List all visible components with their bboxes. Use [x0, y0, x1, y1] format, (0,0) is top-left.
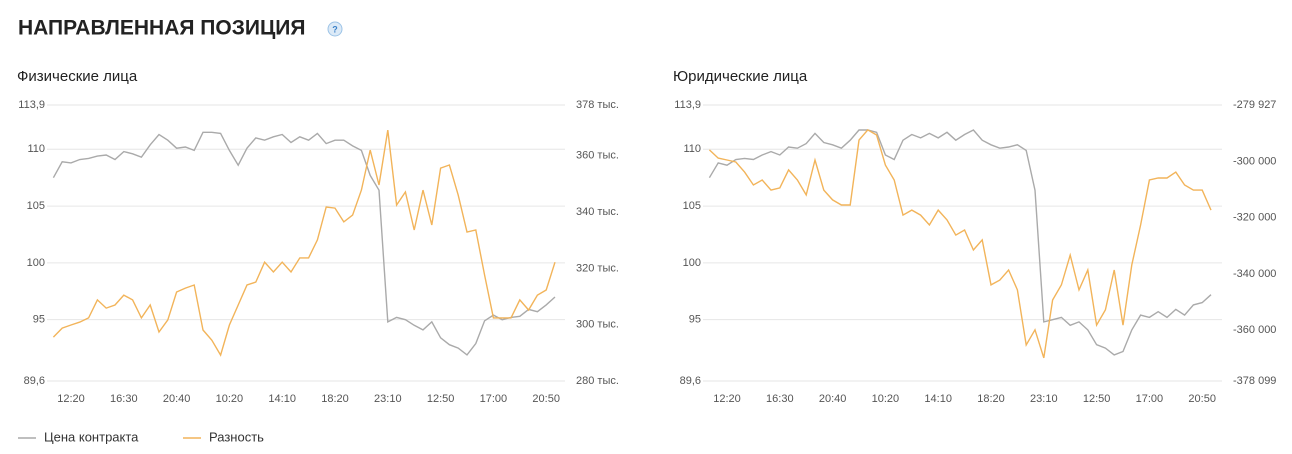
help-icon-bg[interactable]: [327, 21, 343, 37]
y-tick-label: 95: [689, 314, 701, 326]
y-tick-label: 110: [683, 143, 701, 155]
y-tick-label: 100: [27, 257, 45, 269]
y-tick-label: 100: [683, 257, 701, 269]
y-tick-label: 89,6: [680, 375, 701, 387]
x-tick-label: 23:10: [374, 393, 402, 405]
x-tick-label: 10:20: [216, 393, 244, 405]
y-tick-label: 89,6: [24, 375, 45, 387]
x-tick-label: 18:20: [977, 393, 1005, 405]
chart-title: Физические лица: [17, 68, 138, 85]
y-tick-label: 95: [33, 314, 45, 326]
x-tick-label: 17:00: [1136, 393, 1164, 405]
legend-label: Разность: [209, 429, 264, 444]
x-tick-label: 20:50: [532, 393, 560, 405]
y2-tick-label: 360 тыс.: [576, 150, 619, 162]
y2-tick-label: 378 тыс.: [576, 99, 619, 111]
x-tick-label: 14:10: [924, 393, 952, 405]
y2-tick-label: -320 000: [1233, 212, 1276, 224]
x-tick-label: 12:50: [427, 393, 455, 405]
chart-title: Юридические лица: [673, 68, 808, 85]
x-tick-label: 20:50: [1188, 393, 1216, 405]
x-tick-label: 23:10: [1030, 393, 1058, 405]
x-tick-label: 17:00: [480, 393, 508, 405]
x-tick-label: 10:20: [872, 393, 900, 405]
y2-tick-label: 300 тыс.: [576, 319, 619, 331]
y2-tick-label: -360 000: [1233, 324, 1276, 336]
x-tick-label: 12:50: [1083, 393, 1111, 405]
y-tick-label: 105: [683, 200, 701, 212]
y-tick-label: 105: [27, 200, 45, 212]
y2-tick-label: 340 тыс.: [576, 206, 619, 218]
line-series: [52, 129, 556, 357]
line-series: [708, 129, 1212, 356]
x-tick-label: 12:20: [57, 393, 85, 405]
x-tick-label: 20:40: [819, 393, 847, 405]
y2-tick-label: 320 тыс.: [576, 262, 619, 274]
y-tick-label: 110: [27, 143, 45, 155]
x-tick-label: 16:30: [110, 393, 138, 405]
x-tick-label: 18:20: [321, 393, 349, 405]
page-title: НАПРАВЛЕННАЯ ПОЗИЦИЯ: [18, 17, 306, 40]
x-tick-label: 12:20: [713, 393, 741, 405]
y2-tick-label: -378 099: [1233, 375, 1276, 387]
y-tick-label: 113,9: [674, 99, 701, 111]
y2-tick-label: -279 927: [1233, 99, 1276, 111]
y2-tick-label: 280 тыс.: [576, 375, 619, 387]
x-tick-label: 14:10: [268, 393, 296, 405]
y-tick-label: 113,9: [18, 99, 45, 111]
legend-label: Цена контракта: [44, 429, 139, 444]
y2-tick-label: -300 000: [1233, 155, 1276, 167]
line-series: [708, 129, 1212, 359]
line-series: [52, 131, 556, 356]
x-tick-label: 20:40: [163, 393, 191, 405]
help-icon[interactable]: ?: [332, 24, 338, 34]
y2-tick-label: -340 000: [1233, 268, 1276, 280]
x-tick-label: 16:30: [766, 393, 794, 405]
